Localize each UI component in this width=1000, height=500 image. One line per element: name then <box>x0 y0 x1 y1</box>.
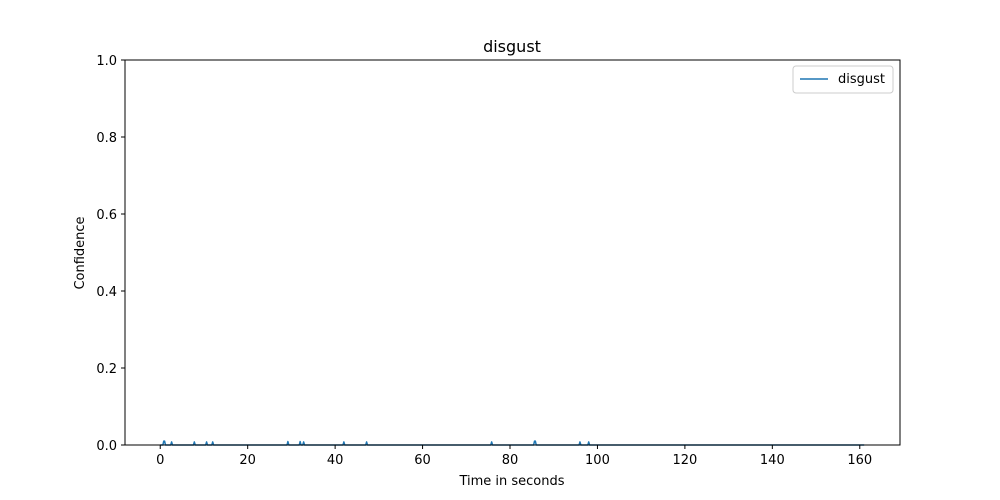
y-tick-label: 0.4 <box>96 285 117 300</box>
x-tick-label: 0 <box>156 453 164 468</box>
axes-frame <box>124 59 901 446</box>
x-tick-label: 60 <box>414 453 431 468</box>
legend: disgust <box>792 65 894 94</box>
x-tick-label: 120 <box>672 453 697 468</box>
x-tick-label: 160 <box>847 453 872 468</box>
x-tick-label: 100 <box>585 453 610 468</box>
x-tick-label: 40 <box>327 453 344 468</box>
y-tick-label: 0.6 <box>96 208 117 223</box>
x-tick-label: 20 <box>239 453 256 468</box>
x-axis-title: Time in seconds <box>458 474 564 489</box>
x-axis: 0 20 40 60 80 100 120 140 160 <box>156 445 872 468</box>
y-tick-label: 0.8 <box>96 131 117 146</box>
y-tick-label: 0.0 <box>96 439 117 454</box>
chart-title: disgust <box>483 37 541 56</box>
y-tick-label: 0.2 <box>96 362 117 377</box>
x-tick-label: 140 <box>760 453 785 468</box>
legend-label: disgust <box>838 72 885 87</box>
y-axis-title: Confidence <box>73 216 88 289</box>
y-tick-label: 1.0 <box>96 54 117 69</box>
y-axis: 0.0 0.2 0.4 0.6 0.8 1.0 <box>96 54 125 454</box>
x-tick-label: 80 <box>502 453 519 468</box>
legend-box <box>792 65 894 94</box>
